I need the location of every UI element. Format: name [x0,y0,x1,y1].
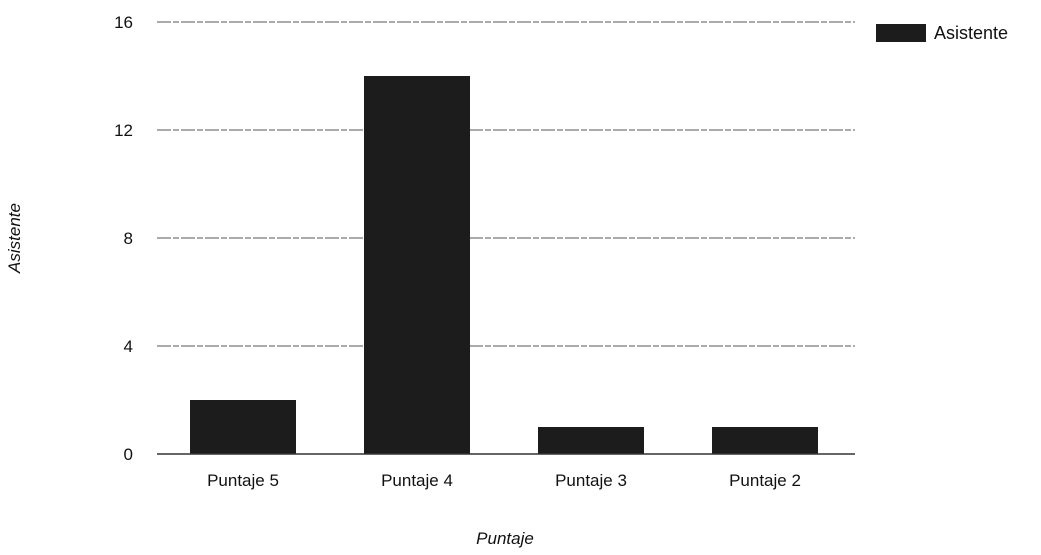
y-tick-labels: 0 4 8 12 16 [114,13,133,464]
x-tick-label: Puntaje 5 [207,471,279,490]
bar [538,427,644,454]
gridlines [157,21,855,347]
y-tick-label: 4 [124,337,133,356]
y-tick-label: 16 [114,13,133,32]
x-tick-label: Puntaje 4 [381,471,453,490]
x-tick-label: Puntaje 3 [555,471,627,490]
y-tick-label: 12 [114,121,133,140]
x-tick-label: Puntaje 2 [729,471,801,490]
y-tick-label: 0 [124,445,133,464]
legend-swatch [876,24,926,42]
x-axis-title: Puntaje [476,529,534,548]
bars [190,76,818,454]
legend-label: Asistente [934,23,1008,43]
y-tick-label: 8 [124,229,133,248]
y-axis-title: Asistente [5,203,24,274]
legend: Asistente [876,23,1008,43]
x-tick-labels: Puntaje 5 Puntaje 4 Puntaje 3 Puntaje 2 [207,471,801,490]
bar [712,427,818,454]
bar [364,76,470,454]
bar [190,400,296,454]
